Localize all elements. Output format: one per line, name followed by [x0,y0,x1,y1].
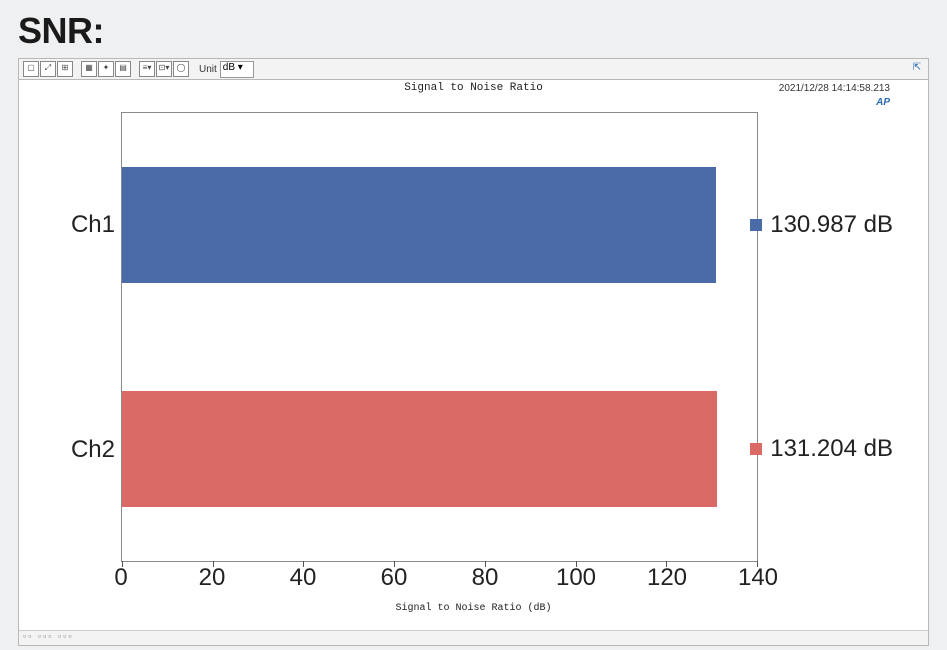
bar-ch2 [122,391,717,507]
chart-toolbar: ▢ ⤢ ⊞ ▦ ✦ ▤ ≡▾ ⊡▾ ◯ Unit dB ▾ ⇱ [19,59,928,80]
y-tick-ch2: Ch2 [49,436,115,464]
plot-area: 130.987 dB131.204 dB [121,112,758,562]
x-tick-label: 20 [199,564,226,592]
page-title: SNR: [18,10,947,52]
unit-select[interactable]: dB ▾ [220,61,254,78]
x-tick-label: 140 [738,564,778,592]
legend-row-ch1: 130.987 dB [750,211,893,239]
x-axis-label: Signal to Noise Ratio (dB) [49,603,898,614]
popout-icon[interactable]: ⇱ [910,62,924,76]
bar-ch1 [122,167,716,283]
toolbar-icon-3[interactable]: ⊞ [57,61,73,77]
x-tick-label: 60 [381,564,408,592]
y-tick-ch1: Ch1 [49,211,115,239]
chart-window: ▢ ⤢ ⊞ ▦ ✦ ▤ ≡▾ ⊡▾ ◯ Unit dB ▾ ⇱ Signal t… [18,58,929,646]
unit-label: Unit [199,64,217,75]
x-tick-label: 100 [556,564,596,592]
toolbar-icon-8[interactable]: ⊡▾ [156,61,172,77]
chart-timestamp: 2021/12/28 14:14:58.213 [779,83,890,94]
toolbar-icon-5[interactable]: ✦ [98,61,114,77]
legend-value-ch2: 131.204 dB [770,435,893,463]
legend-swatch-ch1 [750,219,762,231]
x-tick-label: 120 [647,564,687,592]
toolbar-icon-9[interactable]: ◯ [173,61,189,77]
toolbar-icon-7[interactable]: ≡▾ [139,61,155,77]
plot-wrap: 130.987 dB131.204 dB Signal to Noise Rat… [49,102,898,622]
toolbar-icon-2[interactable]: ⤢ [40,61,56,77]
x-tick-label: 40 [290,564,317,592]
legend-row-ch2: 131.204 dB [750,435,893,463]
unit-value: dB [223,62,235,73]
toolbar-icon-4[interactable]: ▦ [81,61,97,77]
x-tick-label: 80 [472,564,499,592]
window-footer: ▫▫ ▫▫▫ ▫▫▫ [19,630,928,645]
x-tick-label: 0 [114,564,127,592]
toolbar-icon-1[interactable]: ▢ [23,61,39,77]
toolbar-icon-6[interactable]: ▤ [115,61,131,77]
legend-value-ch1: 130.987 dB [770,211,893,239]
legend-swatch-ch2 [750,443,762,455]
